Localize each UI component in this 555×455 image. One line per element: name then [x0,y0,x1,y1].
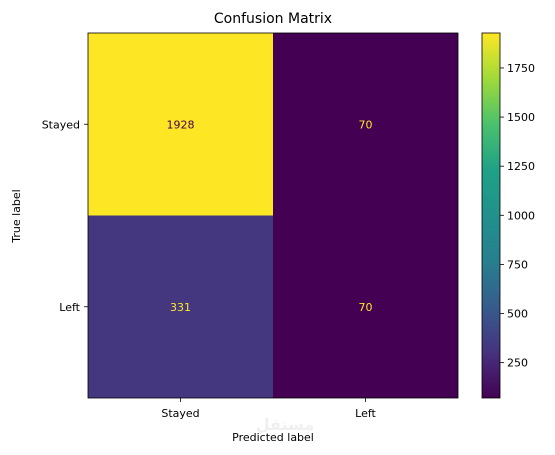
colorbar-tick-label: 1750 [507,62,535,75]
colorbar-tick-label: 500 [507,308,528,321]
colorbar-tick-label: 1250 [507,160,535,173]
colorbar-tick-label: 250 [507,357,528,370]
colorbar-ticks: 250 500 750 1000 1250 1500 1750 [500,62,535,370]
x-axis-label: Predicted label [232,431,314,444]
colorbar [481,32,501,399]
cell-0-0 [88,33,273,216]
cell-1-1 [273,215,458,398]
plot-frame [87,32,459,399]
colorbar-tick-label: 1500 [507,111,535,124]
y-tick-label: Stayed [42,118,80,131]
cell-label-0-0: 1928 [167,118,195,131]
watermark: مستقل [256,415,315,434]
chart-title: Confusion Matrix [214,11,332,27]
matrix-cell-labels: 1928 70 331 70 [167,118,373,314]
colorbar-tick-label: 750 [507,258,528,271]
x-tick-label: Stayed [161,407,199,420]
cell-0-1 [273,33,458,216]
colorbar-tick-label: 1000 [507,209,535,222]
cell-label-1-0: 331 [170,301,191,314]
matrix-cells [88,33,458,398]
y-axis-label: True label [10,189,23,243]
cell-1-0 [88,215,273,398]
y-tick-label: Left [59,301,80,314]
x-tick-label: Left [355,407,376,420]
x-axis-ticks: Stayed Left [161,398,377,420]
cell-label-0-1: 70 [359,118,373,131]
y-axis-ticks: Stayed Left [42,118,88,314]
cell-label-1-1: 70 [359,301,373,314]
